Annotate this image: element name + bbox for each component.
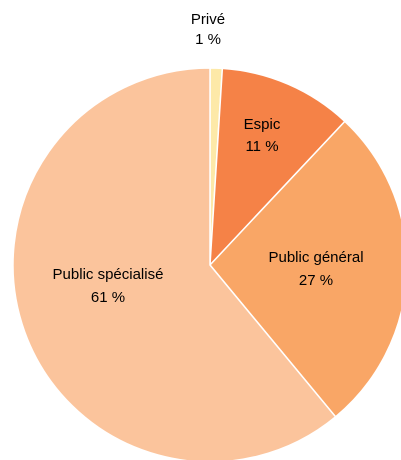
slice-value-label-prive: 1 % bbox=[195, 31, 221, 48]
pie-labels: Privé 1 % Espic 11 % Public général 27 % Publi… bbox=[53, 11, 364, 306]
slice-value-label-public-general: 27 % bbox=[299, 272, 333, 289]
slice-label-public-specialise: Public spécialisé bbox=[53, 266, 164, 283]
slice-label-prive: Privé bbox=[191, 11, 225, 28]
slice-label-espic: Espic bbox=[244, 116, 281, 133]
pie-slice-public-general bbox=[209, 120, 401, 418]
pie-slice-espic bbox=[209, 67, 346, 268]
slice-label-public-general: Public général bbox=[268, 249, 363, 266]
pie-slices bbox=[12, 67, 401, 460]
slice-value-label-public-specialise: 61 % bbox=[91, 289, 125, 306]
slice-value-label-espic: 11 % bbox=[245, 138, 278, 155]
pie-slice-public-specialise bbox=[12, 67, 337, 460]
